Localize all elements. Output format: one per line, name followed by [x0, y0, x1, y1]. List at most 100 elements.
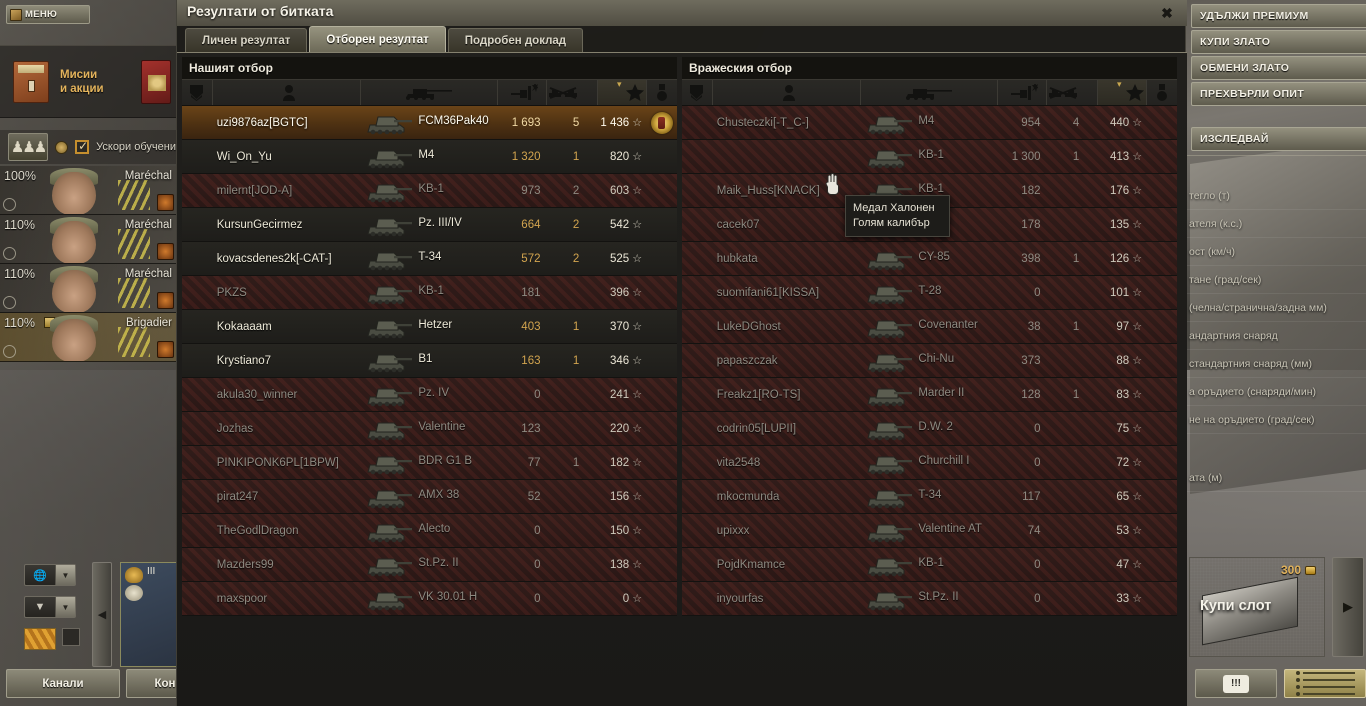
medal-cell[interactable] [1147, 310, 1177, 343]
table-row[interactable]: Krystiano7 B1 163 1 346 ☆ [182, 344, 677, 378]
table-row[interactable]: suomifani61[KISSA] T-28 0 101 ☆ [682, 276, 1177, 310]
player-name[interactable]: Mazders99 [216, 558, 274, 571]
player-name[interactable]: Maik_Huss[KNACK] [716, 184, 820, 197]
player-name[interactable]: Kokaaaam [216, 320, 272, 333]
medal-cell[interactable] [1147, 514, 1177, 547]
tab-team-result[interactable]: Отборен резултат [309, 26, 446, 52]
medal-cell[interactable] [1147, 446, 1177, 479]
damage-icon[interactable] [498, 80, 547, 105]
rank-shield-icon[interactable] [682, 80, 713, 105]
crew-row[interactable]: 110% Maréchal [0, 215, 176, 264]
battle-medal-icon[interactable] [647, 107, 678, 138]
crossed-tanks-icon[interactable] [547, 80, 598, 105]
star-icon[interactable]: ▾ [597, 79, 648, 105]
vehicle-cell[interactable]: Pz. III/IV [362, 208, 499, 241]
table-row[interactable]: akula30_winner Pz. IV 0 241 ☆ [182, 378, 677, 412]
table-row[interactable]: papaszczak Chi-Nu 373 88 ☆ [682, 344, 1177, 378]
vehicle-cell[interactable]: FCM36Pak40 [362, 106, 499, 139]
player-name[interactable]: kovacsdenes2k[-CAT-] [216, 252, 332, 265]
close-icon[interactable]: ✖ [1161, 4, 1173, 21]
rank-shield-icon[interactable] [182, 80, 213, 105]
player-name[interactable]: mkocmunda [716, 490, 780, 503]
medal-cell[interactable] [1147, 582, 1177, 615]
medal-cell[interactable] [1147, 276, 1177, 309]
crew-skill-badge[interactable] [157, 243, 174, 260]
exchange-gold-button[interactable]: ОБМЕНИ ЗЛАТО [1191, 56, 1366, 80]
vehicle-cell[interactable]: Valentine AT [862, 514, 999, 547]
medal-cell[interactable] [647, 174, 677, 207]
vehicle-cell[interactable]: Pz. IV [362, 378, 499, 411]
medal-icon[interactable] [1147, 80, 1177, 105]
table-row[interactable]: Jozhas Valentine 123 220 ☆ [182, 412, 677, 446]
player-silhouette-icon[interactable] [713, 80, 862, 105]
table-row[interactable]: codrin05[LUPII] D.W. 2 0 75 ☆ [682, 412, 1177, 446]
table-row[interactable]: PojdKmamce KB-1 0 47 ☆ [682, 548, 1177, 582]
damage-icon[interactable] [998, 80, 1047, 105]
research-button[interactable]: ИЗСЛЕДВАЙ [1191, 127, 1366, 151]
menu-button[interactable]: МЕНЮ [6, 5, 90, 24]
table-row[interactable]: TheGodlDragon Alecto 0 150 ☆ [182, 514, 677, 548]
table-row[interactable]: PKZS KB-1 181 396 ☆ [182, 276, 677, 310]
crew-group-button[interactable]: ♟♟♟ [8, 133, 49, 161]
table-row[interactable]: Chusteczki[-T_C-] M4 954 4 440 ☆ [682, 106, 1177, 140]
vehicle-cell[interactable]: AMX 38 [362, 480, 499, 513]
chevron-down-icon[interactable]: ▼ [55, 565, 75, 585]
extend-premium-button[interactable]: УДЪЛЖИ ПРЕМИУМ [1191, 4, 1366, 28]
table-row[interactable]: mkocmunda T-34 117 65 ☆ [682, 480, 1177, 514]
table-row[interactable]: LukeDGhost Covenanter 38 1 97 ☆ [682, 310, 1177, 344]
medal-cell[interactable] [647, 412, 677, 445]
tab-detailed-report[interactable]: Подробен доклад [447, 28, 584, 52]
player-name[interactable]: Freakz1[RO-TS] [716, 388, 801, 401]
event-book-icon[interactable] [141, 60, 171, 104]
region-select[interactable]: 🌐 ▼ [24, 564, 76, 586]
table-row[interactable]: Wi_On_Yu M4 1 320 1 820 ☆ [182, 140, 677, 174]
medal-cell[interactable] [1147, 378, 1177, 411]
medal-cell[interactable] [1147, 174, 1177, 207]
table-row[interactable]: milernt[JOD-A] KB-1 973 2 603 ☆ [182, 174, 677, 208]
table-row[interactable]: Freakz1[RO-TS] Marder II 128 1 83 ☆ [682, 378, 1177, 412]
player-name[interactable]: vita2548 [716, 456, 761, 469]
vehicle-cell[interactable]: KB-1 [362, 276, 499, 309]
player-name[interactable]: hubkata [716, 252, 758, 265]
medal-cell[interactable] [647, 208, 677, 241]
medal-cell[interactable] [647, 514, 677, 547]
tank-icon[interactable] [361, 80, 499, 105]
star-icon[interactable]: ▾ [1097, 79, 1148, 105]
player-name[interactable]: milernt[JOD-A] [216, 184, 293, 197]
medal-cell[interactable] [1147, 412, 1177, 445]
player-name[interactable]: uzi9876az[BGTC] [216, 116, 308, 129]
table-row[interactable]: upixxx Valentine AT 74 53 ☆ [682, 514, 1177, 548]
panel-collapse-handle[interactable]: ◀ [92, 562, 112, 667]
vehicle-cell[interactable]: VK 30.01 H [362, 582, 499, 615]
table-row[interactable]: Mazders99 St.Pz. II 0 138 ☆ [182, 548, 677, 582]
player-name[interactable]: codrin05[LUPII] [716, 422, 797, 435]
vehicle-cell[interactable]: BDR G1 B [362, 446, 499, 479]
tank-icon[interactable] [861, 80, 999, 105]
buy-slot-button[interactable]: 300 Купи слот [1189, 557, 1325, 657]
crew-row[interactable]: 110% Maréchal [0, 264, 176, 313]
medal-cell[interactable] [647, 446, 677, 479]
vehicle-cell[interactable]: Churchill I [862, 446, 999, 479]
chevron-right-icon[interactable]: ▶ [1332, 557, 1364, 657]
table-row[interactable]: maxspoor VK 30.01 H 0 0 ☆ [182, 582, 677, 616]
table-row[interactable]: kovacsdenes2k[-CAT-] T-34 572 2 525 ☆ [182, 242, 677, 276]
player-name[interactable]: upixxx [716, 524, 750, 537]
vehicle-cell[interactable]: Alecto [362, 514, 499, 547]
vehicle-cell[interactable]: St.Pz. II [862, 582, 999, 615]
player-name[interactable]: Krystiano7 [216, 354, 272, 367]
vehicle-cell[interactable]: M4 [862, 106, 999, 139]
player-name[interactable]: inyourfas [716, 592, 764, 605]
medal-cell[interactable] [1147, 208, 1177, 241]
vehicle-cell[interactable]: KB-1 [362, 174, 499, 207]
buy-gold-button[interactable]: КУПИ ЗЛАТО [1191, 30, 1366, 54]
vehicle-cell[interactable]: B1 [362, 344, 499, 377]
checkbox-empty-icon[interactable] [62, 628, 80, 646]
chevron-down-icon[interactable]: ▼ [55, 597, 75, 617]
vehicle-cell[interactable]: KB-1 [862, 548, 999, 581]
tab-personal-result[interactable]: Личен резултат [185, 28, 308, 52]
vehicle-cell[interactable]: T-28 [862, 276, 999, 309]
player-name[interactable]: PINKIPONK6PL[1BPW] [216, 456, 339, 469]
medal-cell[interactable] [1147, 344, 1177, 377]
player-name[interactable]: LukeDGhost [716, 320, 781, 333]
event-list-button[interactable] [1284, 669, 1366, 698]
